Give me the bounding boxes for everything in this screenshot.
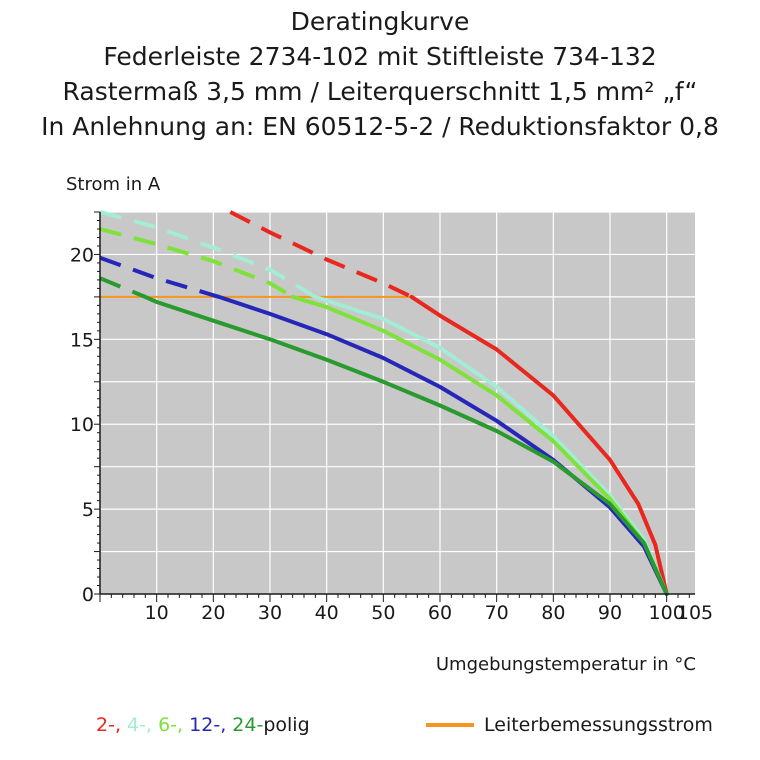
x-tick-label: 105 (677, 602, 713, 624)
series-turquoise-solid (313, 294, 669, 596)
series-red-dashed (229, 210, 413, 299)
series-legend: 2-, 4-, 6-, 12-, 24-polig (96, 714, 310, 736)
legend-item-2: 2- (96, 714, 115, 736)
x-tick-label: 50 (371, 602, 395, 624)
legend-separator: , (177, 714, 190, 736)
y-tick-label: 15 (70, 329, 94, 351)
x-tick-label: 90 (598, 602, 622, 624)
series-lines (99, 210, 669, 596)
x-tick-label: 60 (428, 602, 452, 624)
series-blue-dashed (99, 255, 220, 299)
legend-item-4: 4- (127, 714, 146, 736)
y-axis-label: Strom in A (66, 174, 161, 195)
rated-current-swatch (426, 723, 474, 727)
x-tick-label: 20 (201, 602, 225, 624)
x-tick-label: 30 (258, 602, 282, 624)
y-tick-label: 0 (82, 584, 94, 606)
title-line-3: Rastermaß 3,5 mm / Leiterquerschnitt 1,5… (62, 77, 698, 106)
title-line-4: In Anlehnung an: EN 60512-5-2 / Reduktio… (41, 112, 719, 141)
title-line-2: Federleiste 2734-102 mit Stiftleiste 734… (103, 42, 657, 71)
legend-separator: , (220, 714, 233, 736)
legend-separator: , (114, 714, 128, 736)
y-tick-label: 20 (70, 244, 94, 266)
legend-separator: , (146, 714, 159, 736)
plot-background (100, 212, 695, 594)
legend-suffix: polig (263, 714, 310, 736)
legend-item-24: 24- (232, 714, 264, 736)
series-turquoise-dashed (99, 210, 317, 299)
rated-current-label: Leiterbemessungsstrom (484, 714, 713, 736)
series-lightgreen-dashed (99, 227, 294, 299)
x-tick-label: 80 (541, 602, 565, 624)
series-red-solid (409, 294, 669, 596)
series-blue-solid (217, 294, 669, 596)
y-tick-label: 10 (70, 414, 94, 436)
legend-item-6: 6- (158, 714, 178, 736)
x-tick-label: 40 (315, 602, 339, 624)
series-darkgreen-dashed (99, 276, 147, 299)
series-darkgreen-solid (143, 294, 669, 596)
x-tick-label: 10 (145, 602, 169, 624)
rated-current-legend: Leiterbemessungsstrom (426, 714, 713, 736)
grid (100, 211, 695, 594)
title-line-1: Deratingkurve (290, 7, 470, 36)
y-tick-label: 5 (82, 499, 94, 521)
chart-title: Deratingkurve Federleiste 2734-102 mit S… (0, 4, 760, 144)
x-tick-label: 70 (485, 602, 509, 624)
legend-item-12: 12- (189, 714, 221, 736)
x-axis-label: Umgebungstemperatur in °C (436, 654, 696, 675)
x-tick-label: 100 (649, 602, 685, 624)
